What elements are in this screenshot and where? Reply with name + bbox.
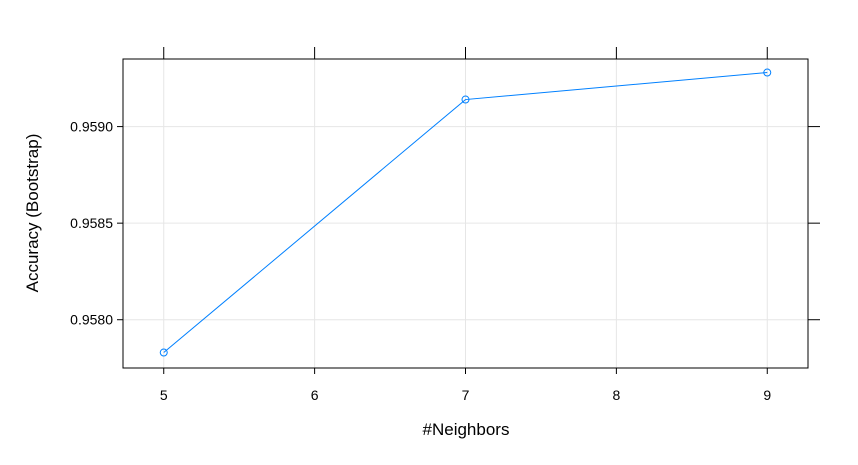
x-axis-title: #Neighbors (423, 420, 510, 439)
data-point (763, 68, 772, 77)
data-point (159, 348, 168, 357)
axis-ticks (117, 47, 820, 374)
tick-labels: 5 6 7 8 9 0.9580 0.9585 0.9590 (70, 119, 771, 403)
plot-frame (122, 58, 809, 369)
x-tick-label: 9 (763, 387, 771, 403)
grid-lines (123, 59, 808, 368)
x-tick-label: 7 (462, 387, 470, 403)
y-axis-title: Accuracy (Bootstrap) (23, 134, 42, 293)
series-line (163, 72, 768, 353)
data-point (461, 95, 470, 104)
x-tick-label: 5 (160, 387, 168, 403)
series-layer (159, 68, 772, 357)
x-tick-label: 8 (612, 387, 620, 403)
y-tick-label: 0.9580 (70, 312, 113, 328)
x-tick-label: 6 (311, 387, 319, 403)
y-tick-label: 0.9590 (70, 119, 113, 135)
y-tick-label: 0.9585 (70, 215, 113, 231)
